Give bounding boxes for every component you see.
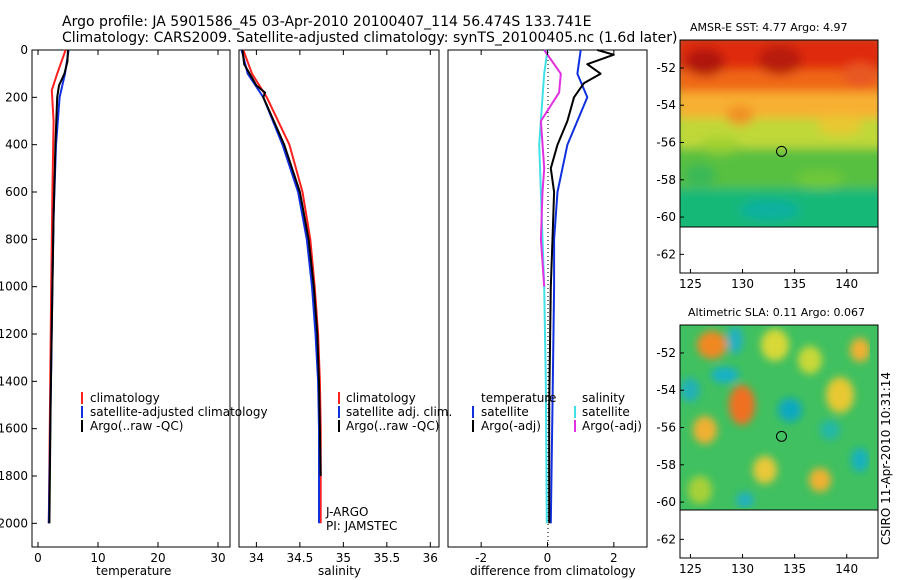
map-x-tick-label: 125 xyxy=(679,562,702,576)
legend-heading-salinity: salinity xyxy=(582,391,625,405)
map-y-tick-label: -52 xyxy=(656,61,676,75)
legend-label-temp-argo: Argo(-adj) xyxy=(481,419,541,433)
x-tick-label: 36 xyxy=(423,551,438,565)
difference-legend-temperature: temperature satellite Argo(-adj) xyxy=(472,391,556,433)
salinity-legend: climatology satellite adj. clim. Argo(..… xyxy=(338,391,452,433)
map-x-tick-label: 135 xyxy=(783,562,806,576)
sst-map-panel: AMSR-E SST: 4.77 Argo: 4.97 xyxy=(656,21,879,291)
series-line-argo-raw-qc xyxy=(241,49,322,477)
legend-label-sal-argo: Argo(-adj) xyxy=(582,419,642,433)
sst-map-title: AMSR-E SST: 4.77 Argo: 4.97 xyxy=(690,21,848,34)
legend-heading-temperature: temperature xyxy=(481,391,556,405)
argo-location-marker xyxy=(776,145,788,157)
map-y-tick-label: -54 xyxy=(656,383,676,397)
series-line-temperature-satellite xyxy=(549,49,589,524)
temperature-legend: climatology satellite-adjusted climatolo… xyxy=(81,391,268,433)
x-tick-label: 30 xyxy=(210,551,225,565)
salinity-panel: 34 34.5 35 35.5 36 salinity climatology sate… xyxy=(238,49,452,578)
figure-title-line1: Argo profile: JA 5901586_45 03-Apr-2010 … xyxy=(62,14,591,30)
legend-label-climatology: climatology xyxy=(346,391,416,405)
figure-title-line2: Climatology: CARS2009. Satellite-adjuste… xyxy=(62,30,677,46)
map-x-tick-label: 140 xyxy=(835,277,858,291)
y-tick-label: 200 xyxy=(5,90,28,104)
sla-axes-frame xyxy=(679,324,879,559)
y-tick-label: 1200 xyxy=(0,327,28,341)
y-tick-label: 1400 xyxy=(0,374,28,388)
x-tick-label: 0 xyxy=(544,551,552,565)
x-tick-label: 2 xyxy=(610,551,618,565)
map-y-tick-label: -58 xyxy=(656,173,676,187)
difference-panel: -2 0 2 difference from climatology tempera… xyxy=(447,49,648,578)
y-tick-label: 1600 xyxy=(0,422,28,436)
map-x-tick-label: 125 xyxy=(679,277,702,291)
sst-heatmap xyxy=(680,40,878,227)
side-timestamp-label: CSIRO 11-Apr-2010 10:31:14 xyxy=(879,372,893,545)
difference-legend-salinity: salinity satellite Argo(-adj) xyxy=(574,391,642,433)
legend-label-argo: Argo(..raw -QC) xyxy=(346,419,439,433)
map-y-tick-label: -56 xyxy=(656,136,676,150)
annotation-j-argo: J-ARGO xyxy=(325,505,368,519)
legend-label-sal-satellite: satellite xyxy=(582,405,630,419)
difference-x-label: difference from climatology xyxy=(470,564,636,578)
x-tick-label: 34 xyxy=(249,551,264,565)
temperature-x-label: temperature xyxy=(96,564,171,578)
x-tick-label: 0 xyxy=(34,551,42,565)
legend-label-satellite: satellite-adjusted climatology xyxy=(90,405,268,419)
map-x-tick-label: 135 xyxy=(783,277,806,291)
series-line-salinity-argo-adj xyxy=(539,49,562,287)
x-tick-label: 20 xyxy=(150,551,165,565)
x-tick-label: 35 xyxy=(336,551,351,565)
y-tick-label: 2000 xyxy=(0,516,28,530)
x-tick-label: 34.5 xyxy=(287,551,314,565)
legend-label-argo: Argo(..raw -QC) xyxy=(90,419,183,433)
legend-label-temp-satellite: satellite xyxy=(481,405,529,419)
map-y-tick-label: -58 xyxy=(656,458,676,472)
y-tick-label: 0 xyxy=(20,43,28,57)
y-tick-label: 400 xyxy=(5,138,28,152)
map-y-tick-label: -62 xyxy=(656,247,676,261)
legend-label-climatology: climatology xyxy=(90,391,160,405)
legend-label-satellite: satellite adj. clim. xyxy=(346,405,452,419)
map-y-tick-label: -60 xyxy=(656,495,676,509)
series-line-temperature-argo-adj xyxy=(548,49,615,524)
series-line-climatology xyxy=(242,49,322,524)
map-y-tick-label: -54 xyxy=(656,98,676,112)
map-x-tick-label: 140 xyxy=(835,562,858,576)
map-y-tick-label: -52 xyxy=(656,346,676,360)
sla-map-panel: Altimetric SLA: 0.11 Argo: 0.067 xyxy=(656,306,879,576)
annotation-pi-jamstec: PI: JAMSTEC xyxy=(326,519,397,533)
temperature-axes-frame xyxy=(31,49,231,548)
series-line-argo-raw-qc xyxy=(48,49,69,524)
x-tick-label: -2 xyxy=(475,551,487,565)
map-y-tick-label: -62 xyxy=(656,532,676,546)
sst-axes-frame xyxy=(679,39,879,274)
map-x-tick-label: 130 xyxy=(731,277,754,291)
map-y-tick-label: -56 xyxy=(656,421,676,435)
map-x-tick-label: 130 xyxy=(731,562,754,576)
series-line-satellite-adj-clim xyxy=(240,49,320,524)
sla-map-title: Altimetric SLA: 0.11 Argo: 0.067 xyxy=(688,306,865,319)
salinity-x-label: salinity xyxy=(318,564,361,578)
salinity-axes-frame xyxy=(238,49,440,548)
series-line-salinity-satellite xyxy=(538,49,549,524)
y-tick-label: 800 xyxy=(5,232,28,246)
x-tick-label: 35.5 xyxy=(373,551,400,565)
x-tick-label: 10 xyxy=(90,551,105,565)
y-tick-label: 600 xyxy=(5,185,28,199)
y-tick-label: 1000 xyxy=(0,280,28,294)
sla-heatmap xyxy=(680,325,878,510)
argo-location-marker xyxy=(776,430,788,442)
map-y-tick-label: -60 xyxy=(656,210,676,224)
y-tick-label: 1800 xyxy=(0,469,28,483)
temperature-panel: 0 10 20 30 0 200 400 600 800 1000 1200 1400 1600 180… xyxy=(0,43,268,578)
